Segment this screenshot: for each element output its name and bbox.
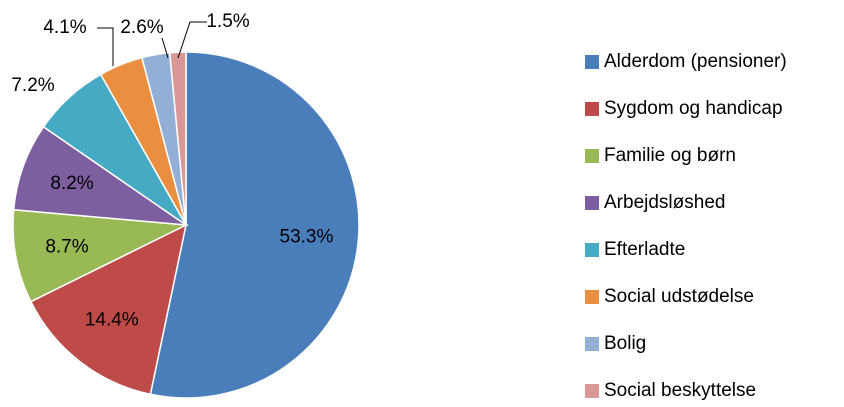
legend-swatch [585, 55, 599, 69]
data-label: 8.7% [45, 236, 88, 257]
legend-label: Familie og børn [604, 145, 736, 166]
data-label: 7.2% [11, 75, 54, 96]
pie-slice [168, 51, 187, 226]
legend-label: Social udstødelse [604, 286, 754, 307]
pie-slice [149, 51, 360, 399]
legend-label: Sygdom og handicap [604, 98, 783, 119]
legend-swatch [585, 243, 599, 257]
legend-swatch [585, 384, 599, 398]
legend-label: Arbejdsløshed [604, 192, 725, 213]
legend-label: Alderdom (pensioner) [604, 51, 787, 72]
leader-line [177, 21, 207, 59]
pie-slice [29, 223, 188, 396]
legend-swatch [585, 102, 599, 116]
data-label: 2.6% [120, 17, 163, 38]
pie-slice [12, 125, 189, 226]
legend-swatch [585, 149, 599, 163]
data-label: 8.2% [50, 173, 93, 194]
leader-line [97, 27, 114, 66]
data-label: 53.3% [280, 227, 334, 248]
data-label: 1.5% [206, 11, 249, 32]
data-label: 4.1% [43, 17, 86, 38]
legend-swatch [585, 290, 599, 304]
legend-swatch [585, 337, 599, 351]
legend-label: Bolig [604, 333, 646, 354]
leader-line [161, 37, 169, 59]
data-label: 14.4% [85, 310, 139, 331]
legend-label: Efterladte [604, 239, 685, 260]
legend-swatch [585, 196, 599, 210]
pie-slice [12, 208, 189, 303]
legend-label: Social beskyttelse [604, 380, 756, 401]
